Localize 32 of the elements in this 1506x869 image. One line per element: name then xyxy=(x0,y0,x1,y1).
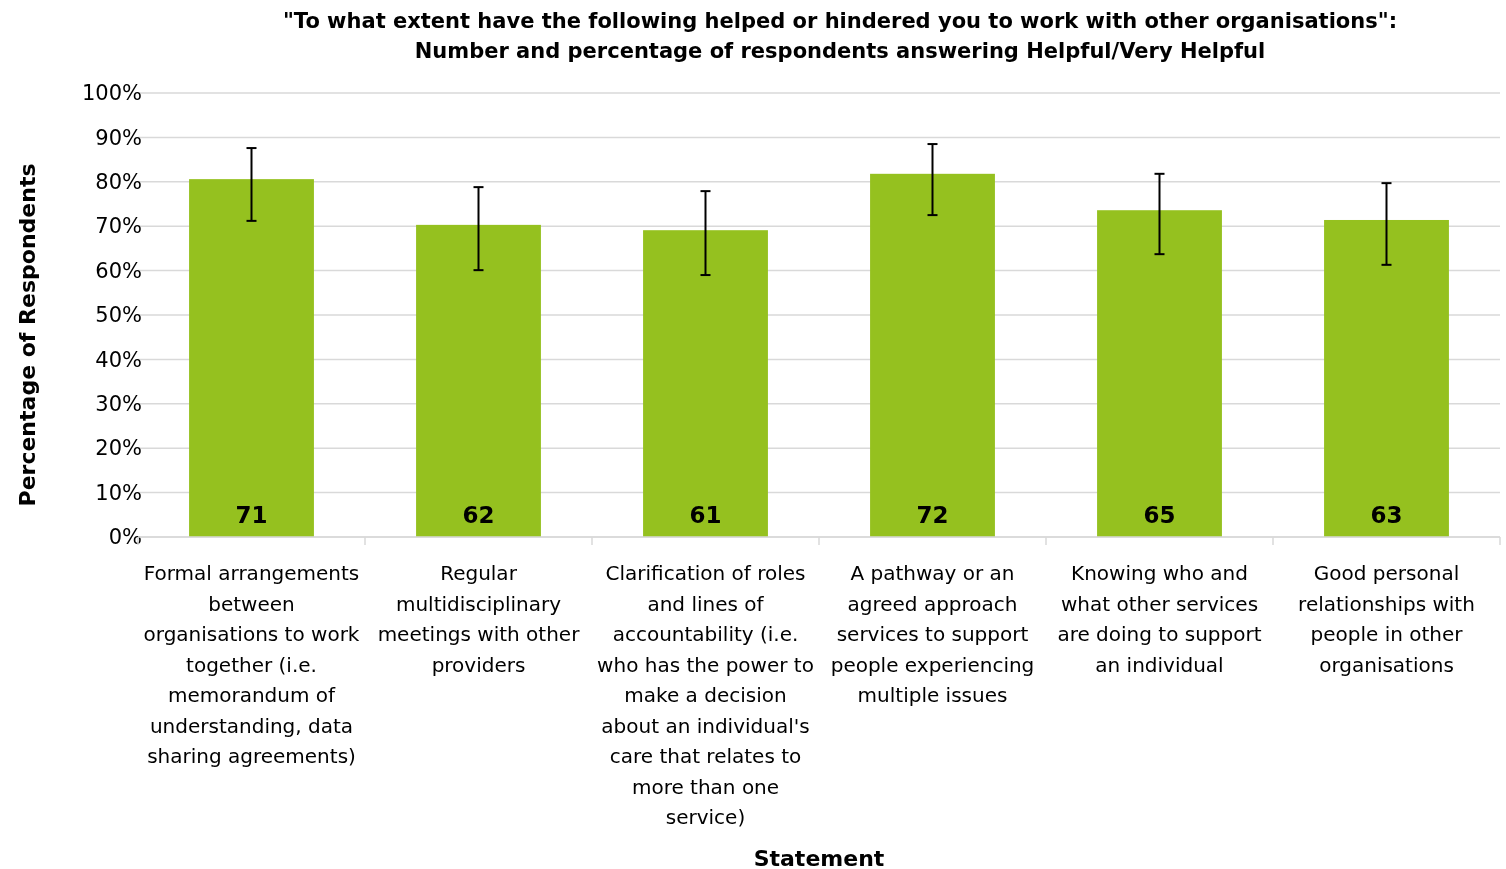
x-tick-label: A pathway or an agreed approach services to support people experiencing multiple issues xyxy=(830,561,1035,707)
bar xyxy=(1324,219,1449,537)
bar xyxy=(1097,210,1222,537)
category-label: Clarification of roles and lines of accountability (i.e. who has the power to make a decision about an individual's care that relates to more than one service) xyxy=(597,561,814,829)
y-axis-title: Percentage of Respondents xyxy=(15,163,40,507)
bar xyxy=(416,224,541,537)
x-tick-label: Good personal relationships with people in other organisations xyxy=(1298,561,1475,677)
y-tick-label: 50% xyxy=(95,303,142,328)
annotation: 71 xyxy=(235,502,268,528)
annotation: 62 xyxy=(462,502,495,528)
y-tick-label: 20% xyxy=(95,436,142,461)
x-tick-label: Knowing who and what other services are doing to support an individual xyxy=(1057,561,1262,677)
y-tick-label: 40% xyxy=(95,347,142,372)
y-tick-label: 30% xyxy=(95,392,142,417)
annotation: 72 xyxy=(916,502,949,528)
y-tick-label: 70% xyxy=(95,214,142,239)
annotation: 63 xyxy=(1370,502,1403,528)
y-tick-label: 0% xyxy=(108,525,142,550)
y-tick-label: 90% xyxy=(95,125,142,150)
x-axis-title: Statement xyxy=(753,846,885,869)
y-tick-label: 100% xyxy=(81,81,142,106)
bar xyxy=(870,173,995,537)
bar xyxy=(189,179,314,537)
chart-title: "To what extent have the following helped or hindered you to work with other organisations": Number and percentage of respondents answering Helpful/Very Helpful xyxy=(282,9,1398,63)
x-tick-label: Formal arrangements between organisations to work together (i.e. memorandum of understanding, data sharing agreements) xyxy=(143,561,360,768)
y-tick-label: 80% xyxy=(95,170,142,195)
x-tick-label: Regular multidisciplinary meetings with other providers xyxy=(377,561,581,677)
y-tick-label: 10% xyxy=(95,480,142,505)
y-tick-label: 60% xyxy=(95,258,142,283)
annotation: 61 xyxy=(689,502,722,528)
annotation: 65 xyxy=(1143,502,1176,528)
bar xyxy=(643,230,768,537)
